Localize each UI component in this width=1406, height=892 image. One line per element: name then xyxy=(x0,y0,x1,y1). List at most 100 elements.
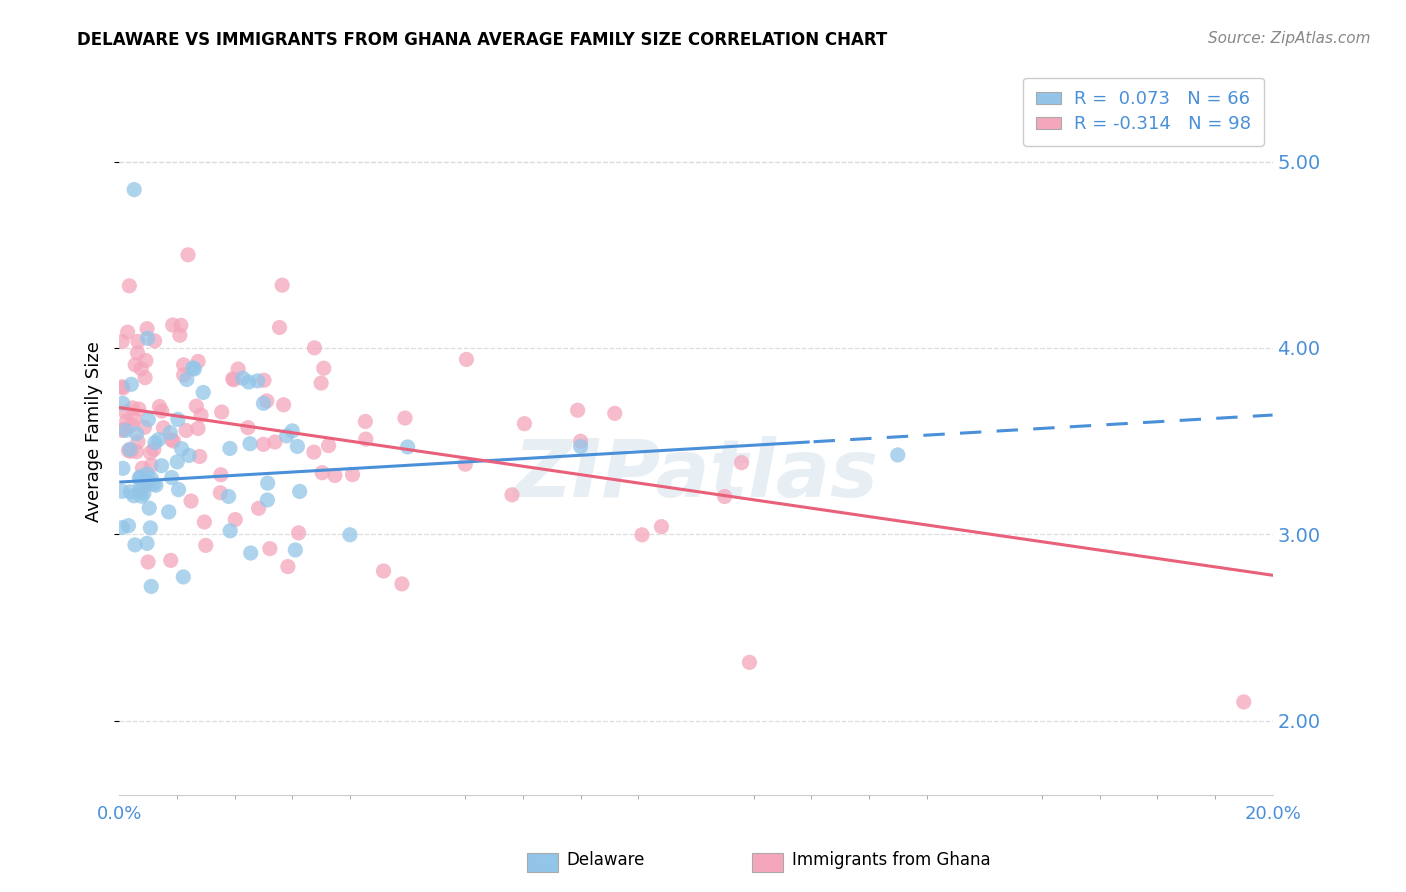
Point xyxy=(129,361,152,376)
Point xyxy=(339,528,361,542)
Point xyxy=(650,519,672,533)
Point xyxy=(569,440,592,454)
Point xyxy=(118,442,141,457)
Point xyxy=(190,408,212,422)
Text: Delaware: Delaware xyxy=(567,851,645,869)
Point xyxy=(174,424,197,438)
Point xyxy=(111,380,134,394)
Point xyxy=(236,420,259,434)
Point xyxy=(142,477,165,491)
Point xyxy=(143,334,166,348)
Point xyxy=(186,399,208,413)
Point xyxy=(342,467,364,482)
Point xyxy=(269,320,291,334)
Point xyxy=(120,444,142,458)
Point xyxy=(122,183,145,197)
Point xyxy=(129,478,152,492)
Point xyxy=(209,485,232,500)
Point xyxy=(631,528,654,542)
Point xyxy=(167,483,190,497)
Point xyxy=(135,474,157,488)
Point xyxy=(501,488,523,502)
Point xyxy=(373,564,395,578)
Point xyxy=(264,435,287,450)
Text: ZIPatlas: ZIPatlas xyxy=(513,436,879,515)
Point xyxy=(246,374,269,388)
Text: Immigrants from Ghana: Immigrants from Ghana xyxy=(792,851,990,869)
Point xyxy=(159,553,181,567)
Point xyxy=(125,426,148,441)
Point xyxy=(209,467,232,482)
Point xyxy=(115,424,138,438)
Point xyxy=(183,362,205,376)
Point xyxy=(117,518,139,533)
Point xyxy=(232,371,254,385)
Point xyxy=(569,434,592,449)
Point xyxy=(273,398,295,412)
Text: DELAWARE VS IMMIGRANTS FROM GHANA AVERAGE FAMILY SIZE CORRELATION CHART: DELAWARE VS IMMIGRANTS FROM GHANA AVERAG… xyxy=(77,31,887,49)
Point xyxy=(173,358,195,372)
Point xyxy=(160,470,183,484)
Point xyxy=(226,362,249,376)
Point xyxy=(454,457,477,471)
Point xyxy=(118,278,141,293)
Point xyxy=(180,494,202,508)
Point xyxy=(129,469,152,483)
Point xyxy=(239,546,262,560)
Point xyxy=(160,433,183,447)
Point xyxy=(256,393,278,408)
Point xyxy=(111,484,134,499)
Point xyxy=(224,512,246,526)
Point xyxy=(114,405,136,419)
Y-axis label: Average Family Size: Average Family Size xyxy=(86,342,103,522)
Point xyxy=(115,414,138,428)
Point xyxy=(138,412,160,426)
Point xyxy=(187,354,209,368)
Point xyxy=(150,458,173,473)
Point xyxy=(713,490,735,504)
Point xyxy=(172,570,194,584)
Point xyxy=(111,520,134,534)
Point xyxy=(112,422,135,436)
Point xyxy=(456,352,478,367)
Point xyxy=(219,524,242,538)
Point xyxy=(277,559,299,574)
Point xyxy=(354,432,377,446)
Point xyxy=(887,448,910,462)
Point xyxy=(567,403,589,417)
Point xyxy=(239,436,262,450)
Point xyxy=(136,321,159,335)
Point xyxy=(111,334,134,349)
Point xyxy=(193,385,215,400)
Point xyxy=(120,484,142,499)
Point xyxy=(125,444,148,458)
Point xyxy=(247,501,270,516)
Point xyxy=(157,505,180,519)
Point xyxy=(131,461,153,475)
Point xyxy=(136,331,159,345)
Point xyxy=(162,318,184,332)
Legend: R =  0.073   N = 66, R = -0.314   N = 98: R = 0.073 N = 66, R = -0.314 N = 98 xyxy=(1024,78,1264,146)
Point xyxy=(142,442,165,457)
Point xyxy=(253,373,276,387)
Point xyxy=(288,484,311,499)
Point xyxy=(139,446,162,460)
Point xyxy=(354,414,377,428)
Point xyxy=(1233,695,1256,709)
Point xyxy=(193,515,215,529)
Point xyxy=(148,433,170,447)
Point xyxy=(129,484,152,499)
Point xyxy=(135,478,157,492)
Point xyxy=(124,358,146,372)
Point xyxy=(145,478,167,492)
Point xyxy=(111,461,134,475)
Point xyxy=(222,372,245,386)
Point xyxy=(141,458,163,473)
Point xyxy=(396,440,419,454)
Point xyxy=(238,375,260,389)
Point xyxy=(120,377,142,392)
Point xyxy=(211,405,233,419)
Point xyxy=(135,353,157,368)
Point xyxy=(287,525,309,540)
Point xyxy=(148,400,170,414)
